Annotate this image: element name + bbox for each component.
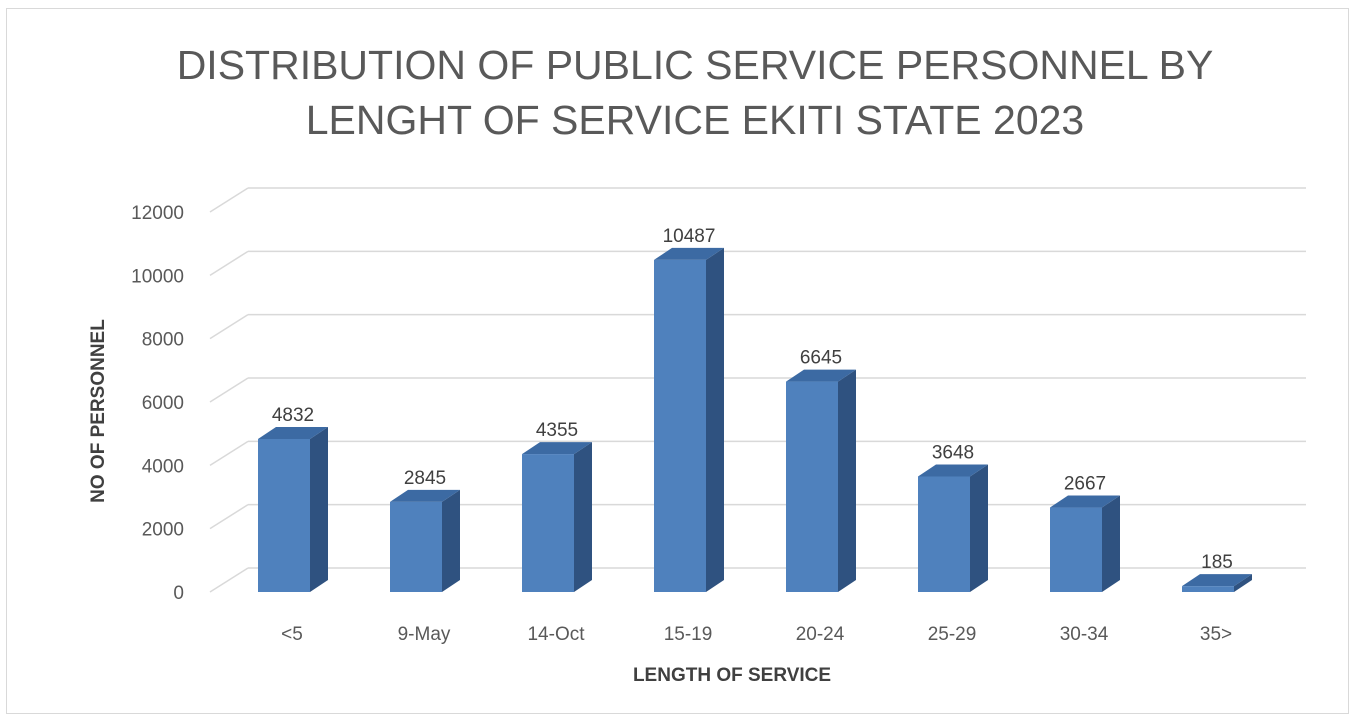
bar [522, 442, 592, 592]
x-axis-title: LENGTH OF SERVICE [633, 665, 831, 686]
bar-front [1182, 586, 1234, 592]
bar [390, 489, 460, 592]
bar-front [918, 476, 970, 592]
x-tick-label: <5 [281, 624, 303, 645]
bar-front [1050, 507, 1102, 592]
x-tick-label: 25-29 [928, 624, 977, 645]
bar-top [390, 489, 460, 502]
data-label: 6645 [800, 348, 842, 369]
x-tick-label: 35> [1200, 624, 1232, 645]
x-tick-label: 15-19 [664, 624, 713, 645]
gridline-diagonal [209, 250, 249, 276]
data-label: 2667 [1064, 474, 1106, 495]
bar-side [1102, 495, 1120, 592]
data-label: 4832 [272, 405, 314, 426]
bar-side [838, 369, 856, 592]
chart-title-line-2: LENGHT OF SERVICE EKITI STATE 2023 [305, 97, 1085, 143]
x-tick-label: 9-May [398, 624, 451, 645]
chart-title-line-1: DISTRIBUTION OF PUBLIC SERVICE PERSONNEL… [176, 42, 1214, 88]
y-tick-label: 12000 [131, 203, 184, 224]
bar [258, 426, 328, 592]
bar-top [654, 247, 724, 260]
bar-side [970, 464, 988, 592]
bar-front [390, 501, 442, 592]
y-tick-label: 6000 [142, 393, 184, 414]
bar [918, 464, 988, 592]
gridline-diagonal [209, 567, 249, 593]
y-tick-label: 2000 [142, 520, 184, 541]
bar-front [654, 259, 706, 592]
y-tick-label: 0 [173, 583, 184, 604]
x-tick-label: 30-34 [1060, 624, 1109, 645]
gridlines [209, 187, 1306, 593]
x-axis-tick-labels: <5 9-May 14-Oct 15-19 20-24 25-29 30-34 35> [281, 624, 1232, 645]
bar-front [786, 381, 838, 592]
x-tick-label: 14-Oct [527, 624, 585, 645]
bar-side [310, 426, 328, 592]
data-labels: 4832 2845 4355 10487 6645 3648 2667 185 [272, 226, 1233, 573]
bar-top [522, 442, 592, 455]
y-axis-title: NO OF PERSONNEL [88, 319, 109, 503]
chart-title: DISTRIBUTION OF PUBLIC SERVICE PERSONNEL… [0, 38, 1357, 148]
y-axis-tick-labels: 0 2000 4000 6000 8000 10000 12000 [131, 203, 184, 604]
y-tick-label: 8000 [142, 330, 184, 351]
bar [1050, 495, 1120, 592]
bar-top [1182, 574, 1252, 587]
data-label: 4355 [536, 420, 578, 441]
bar-top [1050, 495, 1120, 508]
data-label: 2845 [404, 468, 446, 489]
bar-top [258, 426, 328, 439]
bar [654, 247, 724, 592]
bar [1182, 574, 1252, 592]
data-label: 185 [1201, 552, 1233, 573]
gridline-diagonal [209, 187, 249, 213]
bar-side [442, 489, 460, 592]
bar-top [918, 464, 988, 477]
bar-side [706, 247, 724, 592]
bar [786, 369, 856, 592]
y-tick-label: 4000 [142, 456, 184, 477]
bar-front [522, 454, 574, 592]
bar-side [1234, 574, 1252, 592]
gridline-diagonal [209, 504, 249, 530]
x-tick-label: 20-24 [796, 624, 845, 645]
y-tick-label: 10000 [131, 266, 184, 287]
gridline-diagonal [209, 314, 249, 340]
data-label: 3648 [932, 442, 974, 463]
bar-top [786, 369, 856, 382]
gridline-diagonal [209, 377, 249, 403]
bars [258, 247, 1252, 592]
bar-side [574, 442, 592, 592]
bar-front [258, 438, 310, 592]
data-label: 10487 [663, 226, 716, 247]
gridline-diagonal [209, 440, 249, 466]
